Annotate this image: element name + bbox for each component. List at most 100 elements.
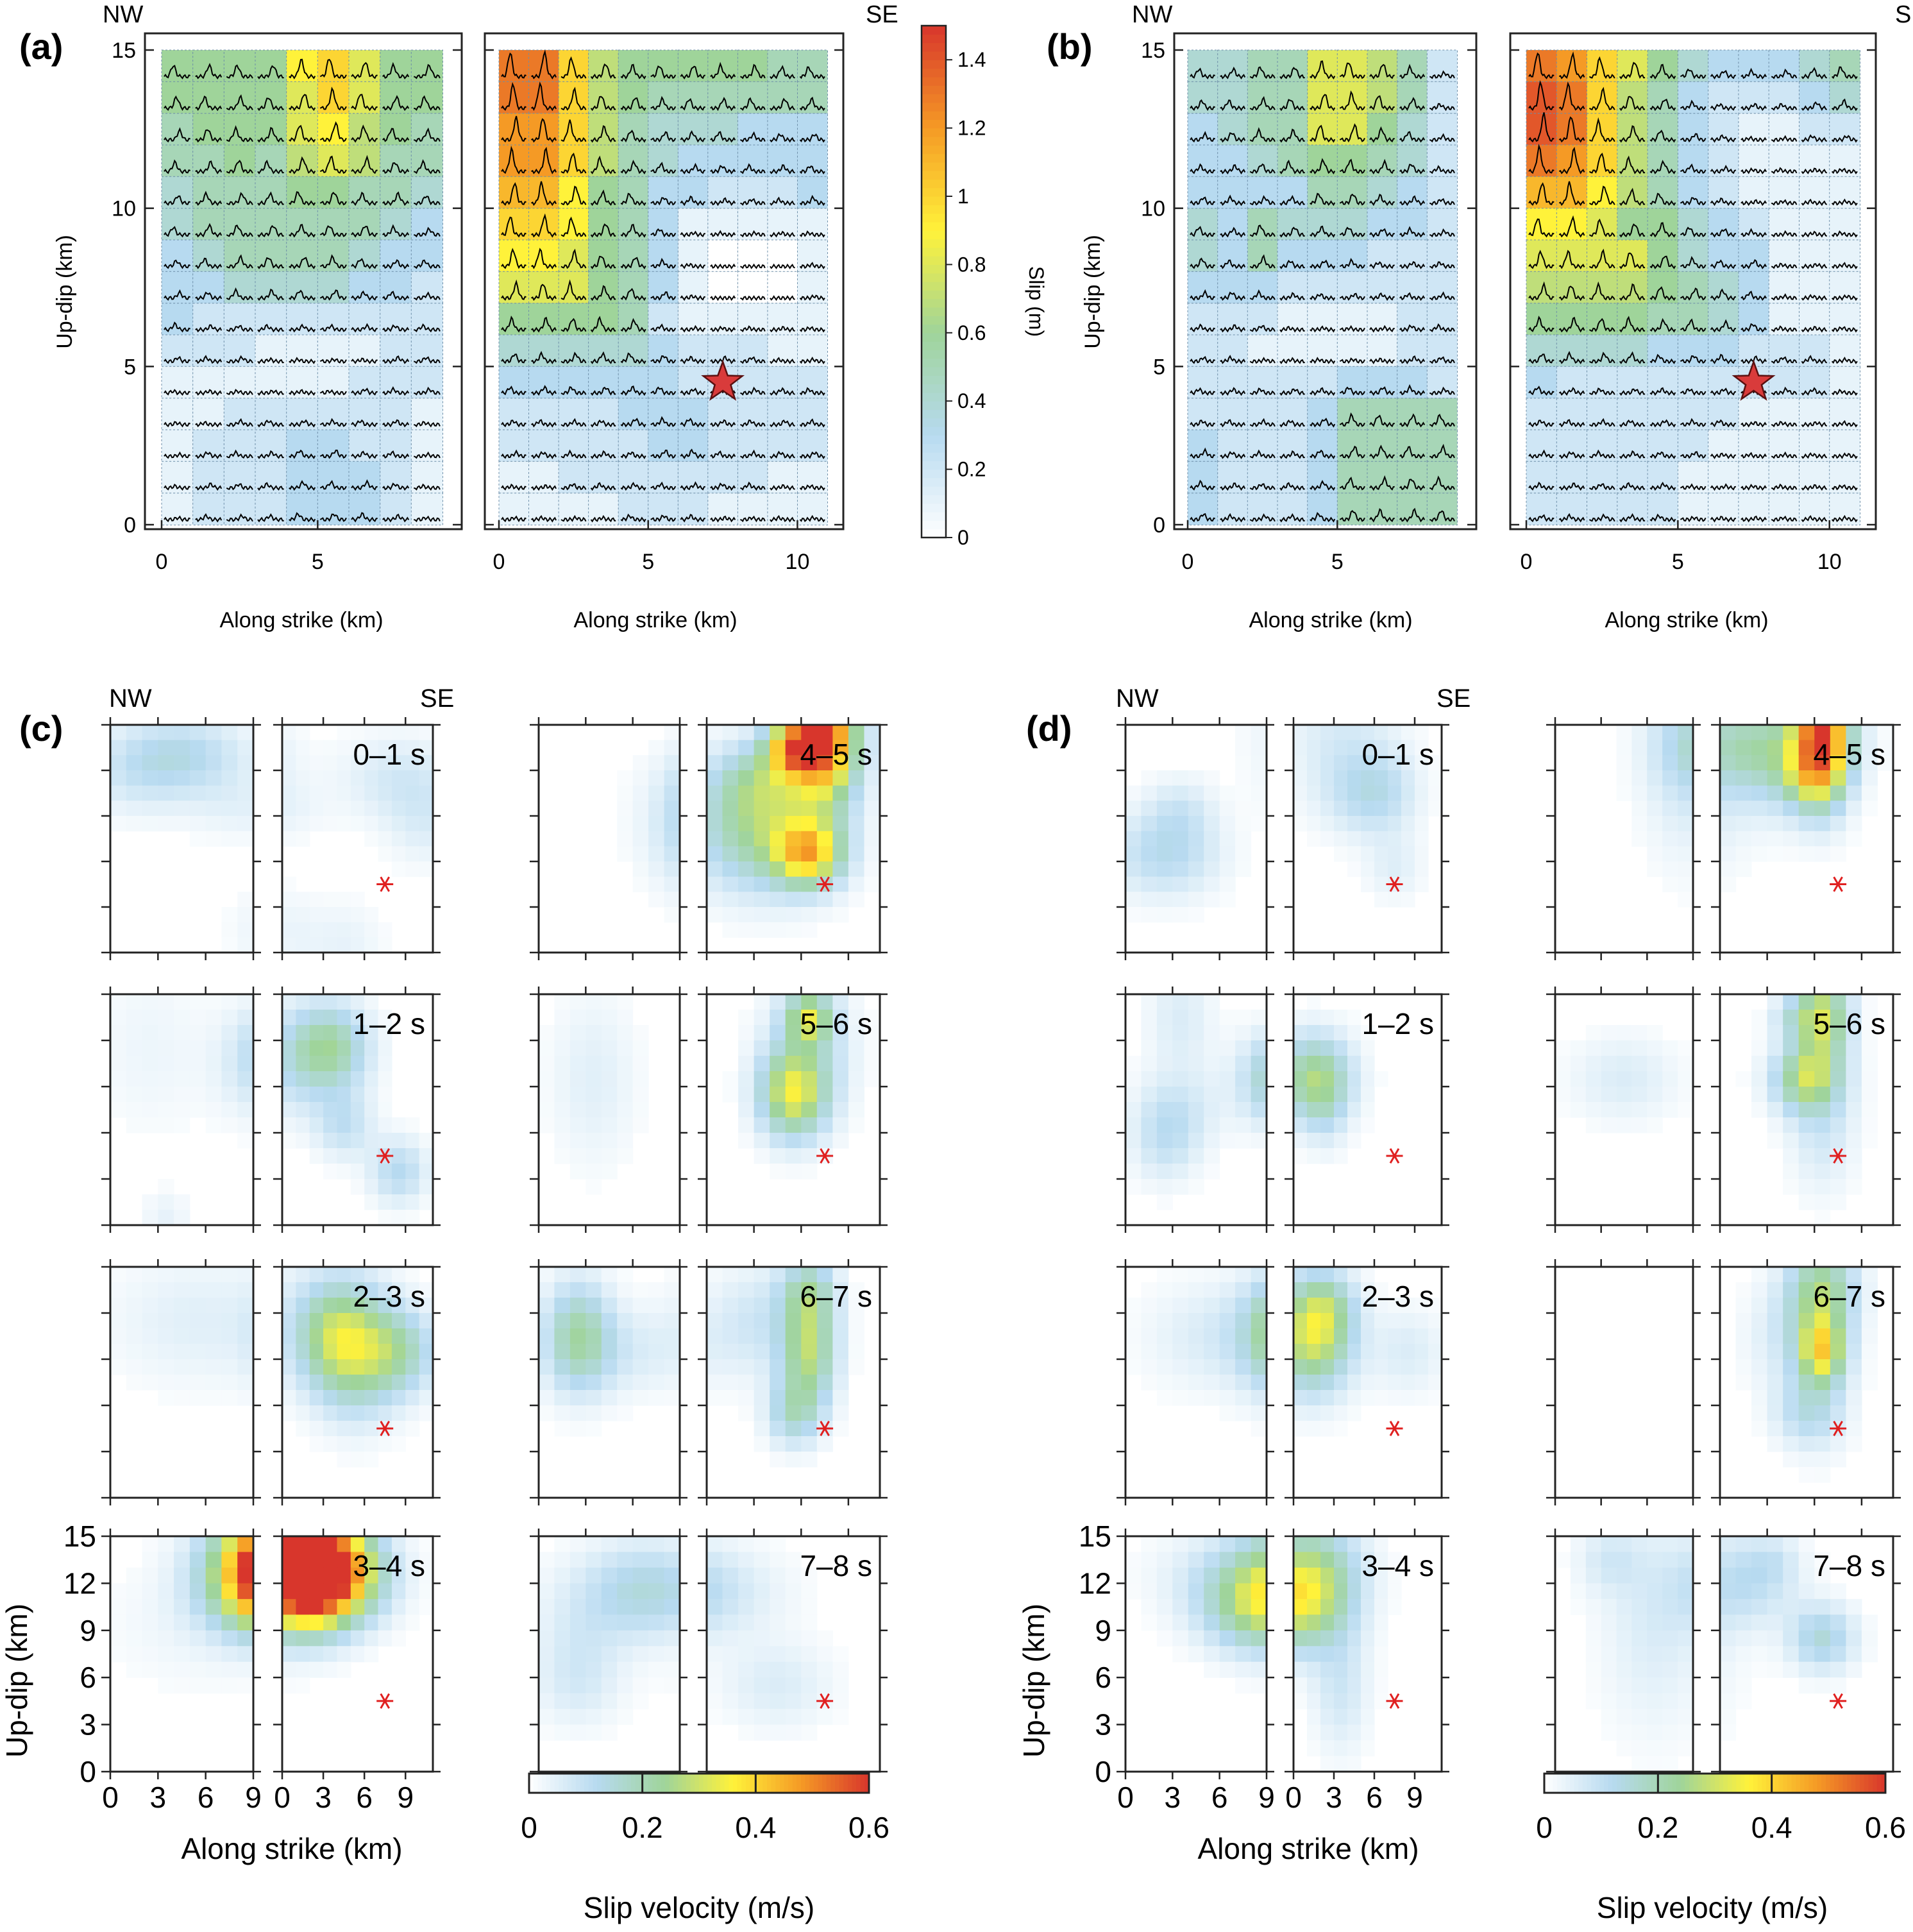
velocity-cell bbox=[1374, 770, 1388, 786]
colorbar-segment bbox=[922, 392, 946, 402]
velocity-cell bbox=[378, 1102, 392, 1118]
velocity-cell bbox=[1235, 1313, 1252, 1329]
velocity-cell bbox=[1361, 1724, 1375, 1741]
x-tick-label: 6 bbox=[1211, 1781, 1228, 1814]
velocity-cell bbox=[1678, 1661, 1694, 1678]
velocity-cell bbox=[1783, 1421, 1799, 1437]
velocity-cell bbox=[648, 1630, 665, 1647]
velocity-cell bbox=[1188, 1071, 1204, 1087]
colorbar-segment bbox=[733, 1774, 738, 1793]
velocity-cell bbox=[664, 1359, 680, 1375]
slip-rate-trace bbox=[620, 385, 646, 396]
velocity-cell bbox=[586, 1313, 602, 1329]
velocity-cell bbox=[1388, 740, 1402, 756]
velocity-cell bbox=[1156, 770, 1173, 786]
colorbar-segment bbox=[922, 179, 946, 189]
velocity-cell bbox=[1767, 1010, 1783, 1026]
velocity-cell bbox=[296, 770, 310, 786]
velocity-cell bbox=[1172, 1614, 1189, 1631]
velocity-cell bbox=[1662, 1724, 1678, 1741]
velocity-cell bbox=[364, 1117, 379, 1133]
velocity-cell bbox=[126, 1282, 143, 1298]
velocity-cell bbox=[296, 1536, 310, 1553]
velocity-cell bbox=[1188, 816, 1204, 832]
velocity-cell bbox=[864, 816, 881, 832]
velocity-cell bbox=[1141, 861, 1158, 877]
velocity-cell bbox=[554, 1344, 571, 1360]
velocity-cell bbox=[1251, 1328, 1267, 1344]
velocity-cell bbox=[801, 1010, 818, 1026]
velocity-cell bbox=[554, 1405, 571, 1421]
panel-label-b: (b) bbox=[1047, 26, 1093, 67]
velocity-cell bbox=[586, 1536, 602, 1553]
velocity-cell bbox=[770, 846, 786, 862]
velocity-cell bbox=[1188, 907, 1204, 923]
slip-rate-trace bbox=[1589, 87, 1615, 111]
velocity-cell bbox=[707, 1298, 723, 1314]
velocity-cell bbox=[1846, 1040, 1862, 1056]
y-tick-label: 15 bbox=[112, 38, 136, 63]
velocity-cell bbox=[309, 1630, 324, 1647]
velocity-cell bbox=[722, 755, 739, 771]
velocity-cell bbox=[1347, 1359, 1361, 1375]
hypocenter-asterisk bbox=[376, 1420, 394, 1437]
slip-rate-trace bbox=[1801, 294, 1828, 301]
velocity-cell bbox=[1374, 846, 1388, 862]
snapshot-frame bbox=[1292, 993, 1443, 1226]
slip-rate-trace bbox=[382, 191, 410, 207]
velocity-cell bbox=[722, 1344, 739, 1360]
velocity-cell bbox=[1347, 1598, 1361, 1615]
velocity-cell bbox=[337, 1282, 351, 1298]
velocity-cell bbox=[1188, 1025, 1204, 1041]
slip-rate-trace bbox=[351, 226, 378, 238]
velocity-cell bbox=[738, 846, 755, 862]
colorbar-segment bbox=[922, 128, 946, 137]
velocity-cell bbox=[1361, 1375, 1375, 1391]
velocity-cell bbox=[1388, 1328, 1402, 1344]
velocity-cell bbox=[539, 1328, 555, 1344]
velocity-cell bbox=[378, 801, 392, 817]
slip-rate-trace bbox=[319, 192, 347, 206]
slip-rate-trace bbox=[501, 449, 527, 459]
velocity-cell bbox=[722, 1359, 739, 1375]
velocity-cell bbox=[722, 1709, 739, 1725]
velocity-cell bbox=[586, 1298, 602, 1314]
velocity-cell bbox=[617, 785, 634, 801]
velocity-cell bbox=[722, 1598, 739, 1615]
slip-cell bbox=[1677, 493, 1709, 526]
velocity-cell bbox=[1172, 1375, 1189, 1391]
velocity-cell bbox=[832, 1087, 849, 1103]
slip-rate-trace bbox=[1831, 514, 1858, 523]
hypocenter-asterisk bbox=[376, 1693, 394, 1709]
velocity-cell bbox=[601, 994, 618, 1010]
velocity-cell bbox=[1647, 1646, 1663, 1663]
velocity-cell bbox=[1585, 1614, 1602, 1631]
velocity-cell bbox=[738, 1693, 755, 1709]
velocity-cell bbox=[205, 1359, 223, 1375]
velocity-cell bbox=[1814, 755, 1831, 771]
velocity-cell bbox=[832, 1693, 849, 1709]
velocity-cell bbox=[832, 770, 849, 786]
colorbar-segment bbox=[609, 1774, 615, 1793]
slip-rate-trace bbox=[1528, 218, 1555, 238]
velocity-cell bbox=[816, 755, 833, 771]
velocity-cell bbox=[832, 1071, 849, 1087]
velocity-cell bbox=[601, 1709, 618, 1725]
slip-rate-trace bbox=[1710, 70, 1737, 80]
colorbar-segment bbox=[622, 1774, 627, 1793]
velocity-cell bbox=[189, 1630, 206, 1647]
x-tick-label: 3 bbox=[1326, 1781, 1342, 1814]
velocity-cell bbox=[419, 740, 434, 756]
slip-rate-trace bbox=[382, 258, 410, 269]
velocity-cell bbox=[1830, 1117, 1846, 1133]
velocity-cell bbox=[309, 907, 324, 923]
velocity-cell bbox=[158, 1598, 174, 1615]
velocity-cell bbox=[405, 740, 420, 756]
velocity-cell bbox=[1251, 1598, 1267, 1615]
velocity-cell bbox=[1678, 846, 1694, 862]
velocity-cell bbox=[1783, 1087, 1799, 1103]
slip-rate-trace bbox=[1801, 326, 1828, 333]
colorbar-segment bbox=[614, 1774, 619, 1793]
velocity-cell bbox=[754, 1567, 770, 1584]
velocity-cell bbox=[1783, 1328, 1799, 1344]
